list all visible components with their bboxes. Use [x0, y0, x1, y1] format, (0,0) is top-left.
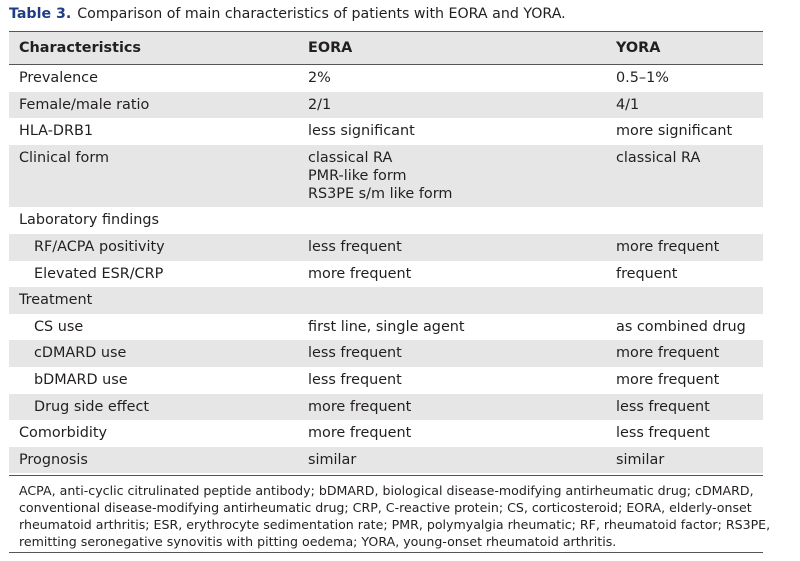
cell-yora: 0.5–1% — [616, 70, 669, 86]
footnote-line: ACPA, anti-cyclic citrulinated peptide a… — [19, 483, 754, 498]
cell-yora: frequent — [616, 265, 678, 282]
cell-eora: less significant — [308, 123, 415, 140]
cell-characteristic: Clinical form — [19, 149, 110, 166]
cell-characteristic: Treatment — [19, 292, 93, 309]
table-caption: Table 3. Comparison of main characteristi… — [9, 6, 566, 22]
table-row — [9, 340, 763, 367]
cell-eora: 2% — [308, 70, 331, 86]
table-row — [9, 144, 763, 208]
caption-label: Table 3. — [9, 6, 72, 22]
cell-yora: more significant — [616, 123, 733, 140]
cell-characteristic: Comorbidity — [19, 425, 108, 442]
footnote-line: conventional disease-modifying antirheum… — [19, 500, 752, 515]
table-row — [9, 234, 763, 261]
table-row — [9, 393, 763, 421]
cell-yora: 4/1 — [616, 96, 640, 113]
cell-yora: classical RA — [616, 149, 701, 166]
cell-eora: more frequent — [308, 425, 412, 442]
cell-characteristic: RF/ACPA positivity — [34, 239, 165, 255]
footnote-line: remitting seronegative synovitis with pi… — [19, 534, 617, 549]
cell-eora: 2/1 — [308, 96, 332, 113]
cell-eora: more frequent — [308, 265, 412, 282]
table-row — [9, 91, 763, 119]
table-header — [9, 32, 763, 64]
cell-characteristic: Prevalence — [19, 70, 98, 86]
cell-yora: similar — [616, 451, 665, 468]
cell-characteristic: cDMARD use — [34, 345, 127, 362]
top-rule — [9, 31, 763, 32]
header-rule — [9, 64, 763, 65]
cell-eora: classical RA — [308, 149, 393, 166]
header-characteristics: Characteristics — [19, 40, 141, 56]
cell-eora: first line, single agent — [308, 318, 465, 335]
cell-characteristic: Female/male ratio — [19, 96, 150, 113]
cell-yora: as combined drug — [616, 318, 746, 335]
cell-yora: more frequent — [616, 345, 720, 362]
cell-eora: more frequent — [308, 398, 412, 415]
cell-yora: more frequent — [616, 372, 720, 388]
cell-characteristic: Laboratory findings — [19, 212, 160, 229]
cell-eora: similar — [308, 451, 357, 468]
cell-eora: RS3PE s/m like form — [308, 185, 453, 202]
caption-text: Comparison of main characteristics of pa… — [77, 6, 566, 22]
bottom-rule — [9, 475, 763, 476]
cell-eora: less frequent — [308, 239, 402, 255]
cell-yora: less frequent — [616, 425, 710, 442]
cell-eora: less frequent — [308, 345, 402, 362]
cell-characteristic: HLA-DRB1 — [19, 123, 93, 140]
table-row — [9, 446, 763, 474]
end-rule — [9, 552, 763, 553]
cell-eora: PMR-like form — [308, 167, 407, 184]
header-yora: YORA — [616, 40, 661, 56]
footnote-line: rheumatoid arthritis; ESR, erythrocyte s… — [19, 517, 771, 532]
cell-characteristic: Drug side effect — [34, 398, 150, 415]
cell-characteristic: CS use — [34, 318, 84, 335]
cell-characteristic: bDMARD use — [34, 372, 128, 388]
header-eora: EORA — [308, 40, 353, 56]
cell-yora: less frequent — [616, 398, 710, 415]
cell-yora: more frequent — [616, 239, 720, 255]
cell-characteristic: Prognosis — [19, 451, 88, 468]
cell-characteristic: Elevated ESR/CRP — [34, 265, 164, 282]
table-row — [9, 287, 763, 314]
cell-eora: less frequent — [308, 372, 402, 388]
table-footnote: ACPA, anti-cyclic citrulinated peptide a… — [19, 482, 771, 550]
